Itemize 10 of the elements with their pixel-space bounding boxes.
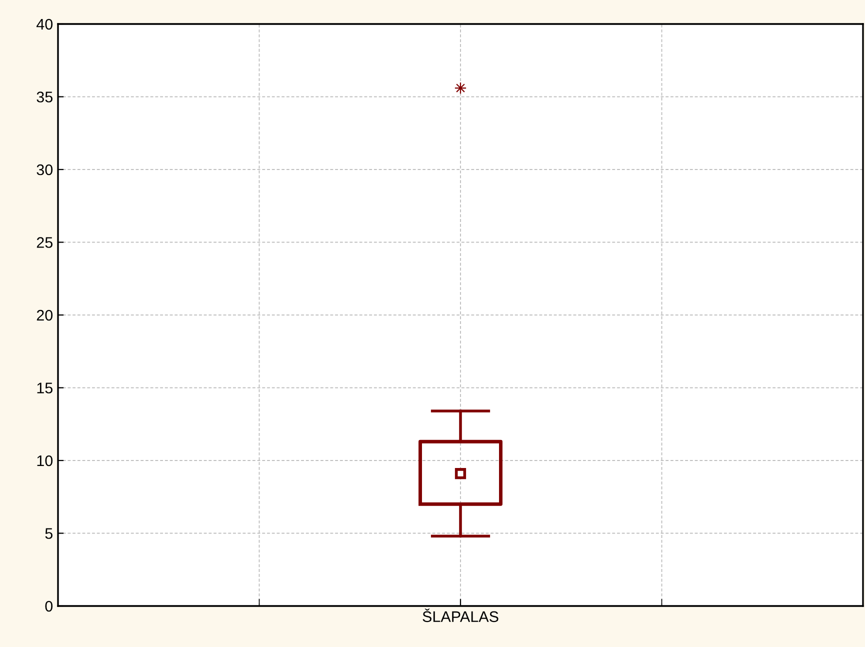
y-tick-label: 25	[36, 237, 52, 248]
y-tick-label: 20	[36, 310, 53, 321]
y-tick-label: 40	[36, 18, 53, 30]
y-tick-label: 35	[36, 92, 52, 102]
y-tick-label: 15	[37, 382, 52, 394]
y-tick-label: 10	[37, 455, 53, 466]
y-tick-label: 5	[45, 528, 52, 539]
y-tick-label: 0	[45, 600, 53, 612]
y-tick-label: 30	[36, 164, 53, 176]
x-tick-label: ŠLAPALAS	[422, 608, 498, 622]
